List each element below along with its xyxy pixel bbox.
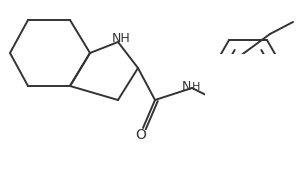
Text: H: H [192, 82, 200, 92]
Text: O: O [136, 128, 147, 142]
Bar [205, 54, 291, 140]
Text: NH: NH [112, 31, 130, 45]
Text: N: N [181, 81, 191, 94]
